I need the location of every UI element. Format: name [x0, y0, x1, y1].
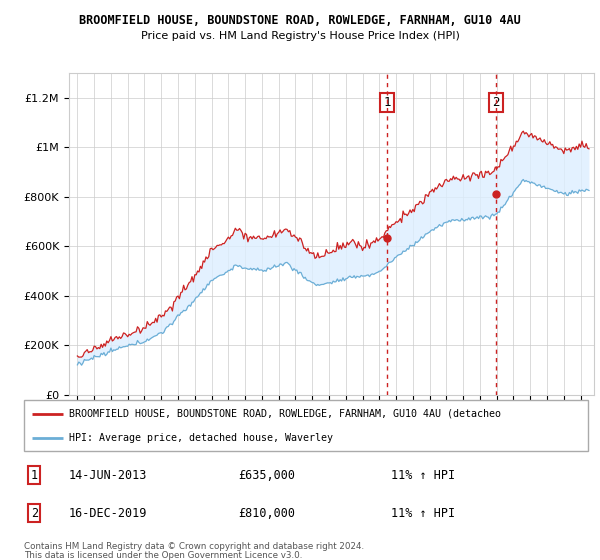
- Text: 11% ↑ HPI: 11% ↑ HPI: [391, 469, 455, 482]
- Text: This data is licensed under the Open Government Licence v3.0.: This data is licensed under the Open Gov…: [24, 551, 302, 560]
- Text: 1: 1: [383, 96, 391, 109]
- Text: 16-DEC-2019: 16-DEC-2019: [69, 507, 148, 520]
- Text: 1: 1: [31, 469, 38, 482]
- Text: HPI: Average price, detached house, Waverley: HPI: Average price, detached house, Wave…: [69, 433, 333, 443]
- Text: £810,000: £810,000: [238, 507, 295, 520]
- FancyBboxPatch shape: [24, 400, 588, 451]
- Text: 2: 2: [492, 96, 500, 109]
- Text: 14-JUN-2013: 14-JUN-2013: [69, 469, 148, 482]
- Text: £635,000: £635,000: [238, 469, 295, 482]
- Text: BROOMFIELD HOUSE, BOUNDSTONE ROAD, ROWLEDGE, FARNHAM, GU10 4AU: BROOMFIELD HOUSE, BOUNDSTONE ROAD, ROWLE…: [79, 14, 521, 27]
- Text: Price paid vs. HM Land Registry's House Price Index (HPI): Price paid vs. HM Land Registry's House …: [140, 31, 460, 41]
- Text: 2: 2: [31, 507, 38, 520]
- Text: Contains HM Land Registry data © Crown copyright and database right 2024.: Contains HM Land Registry data © Crown c…: [24, 542, 364, 550]
- Text: BROOMFIELD HOUSE, BOUNDSTONE ROAD, ROWLEDGE, FARNHAM, GU10 4AU (detacheo: BROOMFIELD HOUSE, BOUNDSTONE ROAD, ROWLE…: [69, 408, 501, 418]
- Text: 11% ↑ HPI: 11% ↑ HPI: [391, 507, 455, 520]
